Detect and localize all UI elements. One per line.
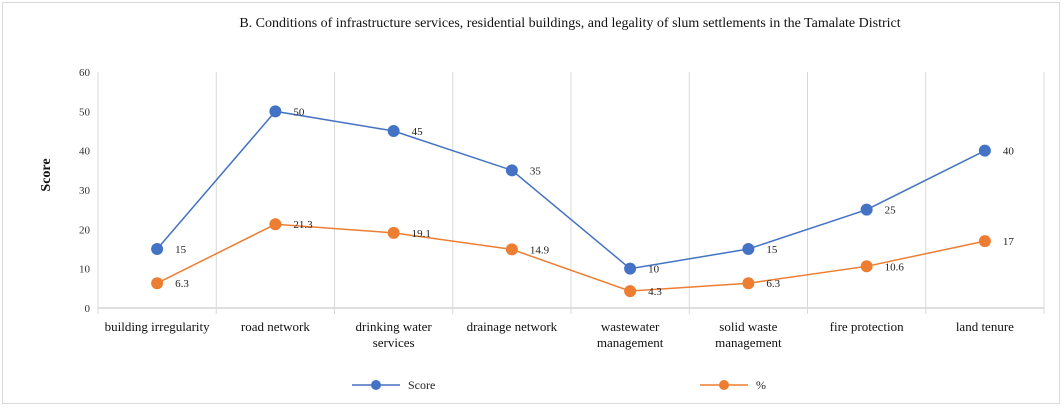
x-tick-label: land tenure <box>956 319 1014 334</box>
y-tick-label: 0 <box>85 303 91 315</box>
data-point <box>978 235 991 248</box>
x-tick-label: management <box>597 335 664 350</box>
chart-title: B. Conditions of infrastructure services… <box>239 16 900 31</box>
data-label: 21.3 <box>293 219 313 231</box>
y-tick-label: 20 <box>79 224 91 236</box>
legend-marker <box>371 380 381 390</box>
y-axis-label: Score <box>39 158 54 191</box>
data-point <box>860 203 873 216</box>
data-label: 25 <box>885 205 897 217</box>
series-line <box>156 110 986 270</box>
data-label: 14.9 <box>530 244 550 256</box>
data-label: 45 <box>412 126 424 138</box>
data-label: 19.1 <box>412 228 431 240</box>
data-point <box>151 277 164 290</box>
data-point <box>742 243 755 255</box>
data-label: 50 <box>293 106 305 118</box>
series-line <box>156 223 986 292</box>
legend-label: % <box>756 378 766 392</box>
data-label: 17 <box>1003 236 1015 248</box>
data-point <box>387 226 400 239</box>
data-point <box>742 277 755 290</box>
x-tick-label: management <box>715 335 782 350</box>
y-tick-label: 30 <box>79 185 91 197</box>
x-tick-label: road network <box>241 319 310 334</box>
data-label: 6.3 <box>766 278 780 290</box>
data-label: 15 <box>766 244 778 256</box>
y-tick-label: 10 <box>79 264 91 276</box>
y-tick-label: 60 <box>79 67 91 79</box>
data-point <box>269 218 282 231</box>
x-tick-label: wastewater <box>601 319 660 334</box>
x-tick-label: fire protection <box>830 319 904 334</box>
data-point <box>387 125 400 137</box>
data-point <box>151 243 164 255</box>
data-label: 35 <box>530 165 542 177</box>
data-label: 6.3 <box>175 278 189 290</box>
legend-label: Score <box>408 378 435 392</box>
x-tick-label: drinking water <box>356 319 433 334</box>
data-label: 10 <box>648 264 660 276</box>
data-point <box>860 260 873 273</box>
grid-lines <box>97 72 1045 314</box>
data-point <box>269 105 282 118</box>
legend-marker <box>719 380 729 390</box>
data-label: 4.3 <box>648 286 662 298</box>
legend: Score% <box>352 378 766 392</box>
data-label: 40 <box>1003 146 1015 158</box>
data-point <box>505 243 518 256</box>
data-point <box>624 285 637 298</box>
y-axis-ticks: 0 10 20 30 40 50 60 <box>79 67 91 315</box>
data-label: 10.6 <box>885 261 905 273</box>
x-tick-label: building irregularity <box>105 319 211 334</box>
chart-frame <box>2 2 1060 404</box>
x-tick-label: solid waste <box>719 319 777 334</box>
data-point <box>624 262 637 275</box>
x-tick-label: services <box>373 335 415 350</box>
x-tick-label: drainage network <box>467 319 558 334</box>
data-point <box>978 144 991 157</box>
x-axis-categories: building irregularity road network drinkin… <box>105 319 1015 350</box>
series-group: 15 50 45 35 10 15 25 40 6.3 21.3 19.1 14.9 4.3 6.3 10.… <box>151 105 1014 298</box>
y-tick-label: 50 <box>79 106 91 118</box>
data-label: 15 <box>175 244 187 256</box>
y-tick-label: 40 <box>79 146 91 158</box>
data-point <box>505 164 518 177</box>
